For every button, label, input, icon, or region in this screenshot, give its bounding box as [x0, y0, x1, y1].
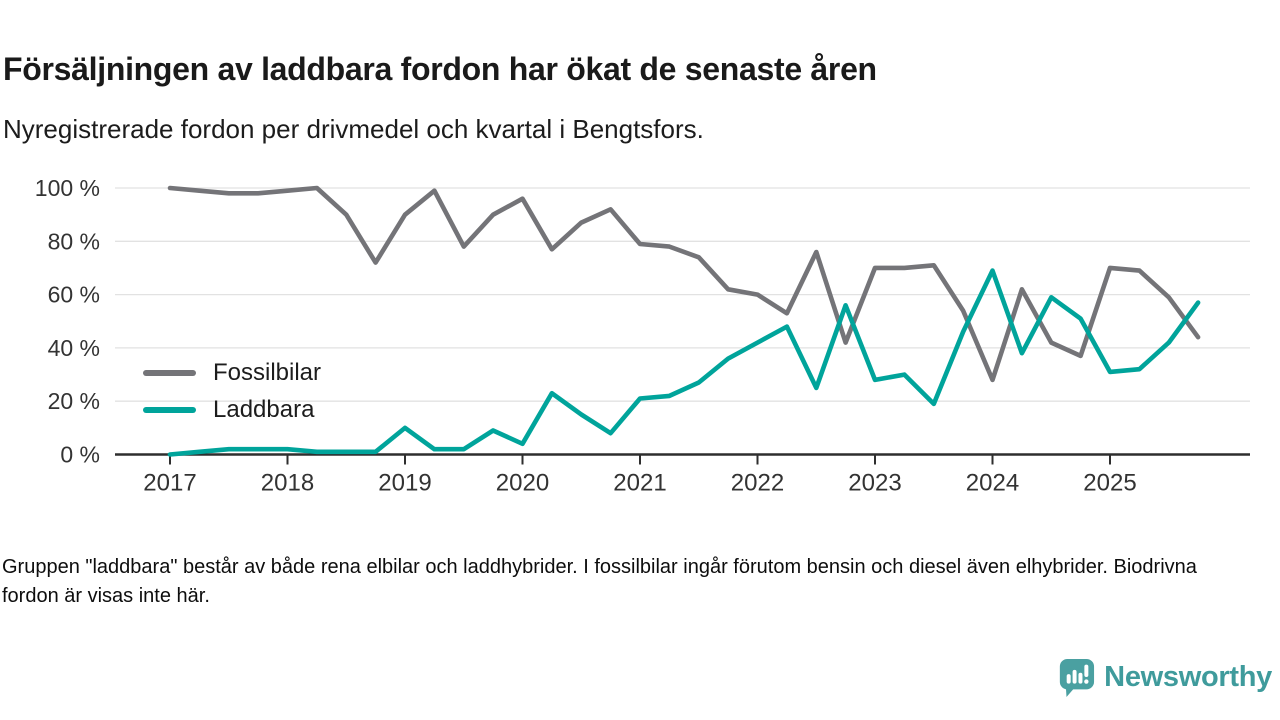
x-axis-label-2019: 2019	[378, 470, 431, 497]
line-chart: 0 % 20 % 40 % 60 % 80 % 100 % 2017 2018 2019 2020…	[35, 175, 1250, 497]
laddbara-line	[167, 268, 1201, 457]
x-axis-label-2025: 2025	[1083, 470, 1136, 497]
legend-label-fossilbilar: Fossilbilar	[213, 359, 322, 386]
x-axis-label-2022: 2022	[731, 470, 784, 497]
y-axis-label-20%: 20 %	[48, 388, 100, 414]
y-axis-label-60%: 60 %	[48, 282, 100, 308]
page-title: Försäljningen av laddbara fordon har öka…	[3, 51, 877, 88]
x-axis-label-2020: 2020	[496, 470, 549, 497]
y-axis-label-80%: 80 %	[48, 228, 100, 254]
page-subtitle: Nyregistrerade fordon per drivmedel och …	[3, 114, 704, 144]
y-axis-label-0%: 0 %	[60, 442, 100, 468]
chart-legend: Fossilbilar Laddbara	[143, 359, 322, 434]
fossilbilar-line	[167, 185, 1201, 383]
laddbara-line-swatch	[143, 407, 196, 413]
x-axis-label-2021: 2021	[613, 470, 666, 497]
fossilbilar-line-swatch	[143, 370, 196, 376]
legend-item-fossilbilar: Fossilbilar	[143, 359, 322, 386]
y-axis-label-40%: 40 %	[48, 335, 100, 361]
legend-label-laddbara: Laddbara	[213, 396, 315, 423]
legend-item-laddbara: Laddbara	[143, 396, 321, 423]
newsworthy-speech-bubble-chart-icon	[1060, 658, 1095, 697]
y-axis-label-100%: 100 %	[35, 175, 100, 201]
newsworthy-wordmark: Newsworthy	[1104, 660, 1272, 693]
chart-footnote: Gruppen "laddbara" består av både rena e…	[2, 556, 1197, 607]
x-axis-label-2024: 2024	[966, 470, 1019, 497]
x-axis-label-2017: 2017	[143, 470, 196, 497]
x-axis-label-2023: 2023	[848, 470, 901, 497]
x-axis-label-2018: 2018	[261, 470, 314, 497]
newsworthy-logo: Newsworthy	[1057, 654, 1272, 700]
